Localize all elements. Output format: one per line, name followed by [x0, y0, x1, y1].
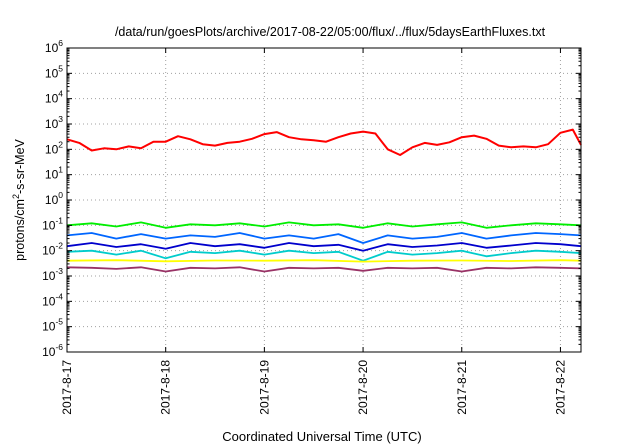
x-tick-label: 2017-8-21 [455, 360, 469, 415]
y-tick-label: 102 [45, 139, 63, 156]
chart-title: /data/run/goesPlots/archive/2017-08-22/0… [115, 25, 546, 39]
y-tick-label: 10-3 [42, 266, 63, 283]
y-tick-label: 100 [45, 190, 63, 207]
x-tick-label: 2017-8-18 [159, 360, 173, 415]
y-tick-label: 105 [45, 63, 63, 80]
series-line-3 [66, 232, 582, 244]
x-tick-labels: 2017-8-17 2017-8-18 2017-8-19 2017-8-20 2017… [60, 360, 567, 415]
y-tick-label: 106 [45, 38, 63, 55]
y-tick-label: 10-6 [42, 342, 63, 359]
y-axis-label-rest: -s-sr-MeV [13, 138, 27, 194]
y-axis-label-base: protons/cm [13, 199, 27, 261]
y-tick-label: 10-4 [42, 291, 63, 308]
series-line-1 [66, 128, 582, 156]
x-tick-label: 2017-8-20 [356, 360, 370, 415]
y-tick-label: 10-5 [42, 317, 63, 334]
grid [66, 48, 581, 352]
x-tick-label: 2017-8-17 [60, 360, 74, 415]
x-tick-label: 2017-8-19 [257, 360, 271, 415]
series-group [66, 128, 582, 273]
y-tick-labels: 10-6 10-5 10-4 10-3 10-2 10-1 100 101 102 103 104 1… [42, 38, 63, 359]
x-axis-label: Coordinated Universal Time (UTC) [222, 429, 421, 444]
y-tick-label: 103 [45, 114, 63, 131]
y-axis-label-sup: 2 [11, 194, 21, 199]
series-line-6 [66, 259, 582, 263]
series-line-2 [66, 221, 582, 229]
x-tick-label: 2017-8-22 [553, 360, 567, 415]
series-line-5 [66, 249, 582, 262]
y-tick-label: 104 [45, 89, 63, 106]
series-line-7 [66, 266, 582, 273]
y-tick-label: 10-2 [42, 241, 63, 258]
y-tick-label: 101 [45, 165, 63, 182]
y-tick-label: 10-1 [42, 215, 63, 232]
y-axis-label: protons/cm2-s-sr-MeV [11, 138, 27, 260]
axis-ticks [66, 47, 581, 353]
series-line-4 [66, 242, 582, 252]
